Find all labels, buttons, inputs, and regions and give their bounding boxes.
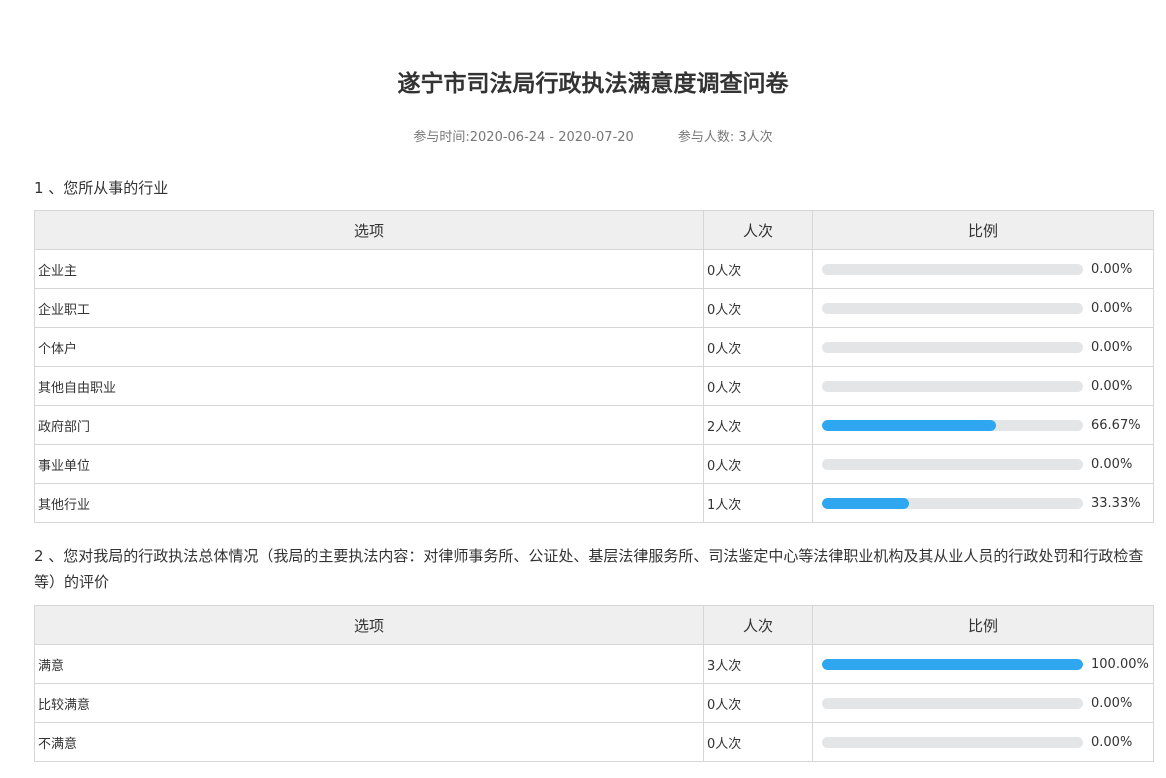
percent-label: 33.33% bbox=[1091, 495, 1141, 511]
table-row: 比较满意 0人次 0.00% bbox=[34, 683, 1154, 723]
count-cell: 0人次 bbox=[703, 444, 813, 484]
column-header: 人次 bbox=[703, 210, 813, 250]
ratio-cell: 66.67% bbox=[812, 405, 1154, 445]
count-cell: 0人次 bbox=[703, 288, 813, 328]
count-cell: 0人次 bbox=[703, 683, 813, 723]
progress-bar bbox=[822, 302, 1083, 314]
table-row: 事业单位 0人次 0.00% bbox=[34, 444, 1154, 484]
progress-bar bbox=[822, 736, 1083, 748]
participant-count: 参与人数: 3人次 bbox=[677, 130, 773, 145]
ratio-cell: 100.00% bbox=[812, 644, 1154, 684]
column-header: 选项 bbox=[34, 210, 704, 250]
option-cell: 其他行业 bbox=[34, 483, 704, 523]
table-row: 政府部门 2人次 66.67% bbox=[34, 405, 1154, 445]
percent-label: 0.00% bbox=[1091, 695, 1133, 711]
option-cell: 满意 bbox=[34, 644, 704, 684]
table-row: 其他自由职业 0人次 0.00% bbox=[34, 366, 1154, 406]
ratio-cell: 0.00% bbox=[812, 288, 1154, 328]
percent-label: 0.00% bbox=[1091, 456, 1133, 472]
progress-bar bbox=[822, 263, 1083, 275]
count-cell: 0人次 bbox=[703, 249, 813, 289]
count-cell: 3人次 bbox=[703, 644, 813, 684]
progress-bar bbox=[822, 458, 1083, 470]
table-row: 其他行业 1人次 33.33% bbox=[34, 483, 1154, 523]
progress-bar bbox=[822, 380, 1083, 392]
progress-bar bbox=[822, 497, 1083, 509]
table-row: 不满意 0人次 0.00% bbox=[34, 722, 1154, 762]
percent-label: 0.00% bbox=[1091, 339, 1133, 355]
table-row: 满意 3人次 100.00% bbox=[34, 644, 1154, 684]
option-cell: 事业单位 bbox=[34, 444, 704, 484]
count-cell: 0人次 bbox=[703, 366, 813, 406]
progress-bar bbox=[822, 697, 1083, 709]
table-row: 企业主 0人次 0.00% bbox=[34, 249, 1154, 289]
option-cell: 其他自由职业 bbox=[34, 366, 704, 406]
table-header: 选项 人次 比例 bbox=[34, 605, 1154, 645]
ratio-cell: 33.33% bbox=[812, 483, 1154, 523]
progress-bar bbox=[822, 341, 1083, 353]
ratio-cell: 0.00% bbox=[812, 366, 1154, 406]
option-cell: 企业主 bbox=[34, 249, 704, 289]
count-cell: 0人次 bbox=[703, 722, 813, 762]
question-title: 1 、您所从事的行业 bbox=[34, 179, 169, 197]
percent-label: 0.00% bbox=[1091, 734, 1133, 750]
column-header: 人次 bbox=[703, 605, 813, 645]
page-title: 遂宁市司法局行政执法满意度调查问卷 bbox=[397, 71, 789, 97]
progress-fill bbox=[822, 419, 996, 431]
percent-label: 100.00% bbox=[1091, 656, 1149, 672]
column-header: 选项 bbox=[34, 605, 704, 645]
column-header: 比例 bbox=[812, 605, 1154, 645]
progress-bar bbox=[822, 658, 1083, 670]
count-cell: 1人次 bbox=[703, 483, 813, 523]
table-row: 企业职工 0人次 0.00% bbox=[34, 288, 1154, 328]
option-cell: 政府部门 bbox=[34, 405, 704, 445]
percent-label: 0.00% bbox=[1091, 378, 1133, 394]
option-cell: 不满意 bbox=[34, 722, 704, 762]
progress-bar bbox=[822, 419, 1083, 431]
progress-fill bbox=[822, 497, 909, 509]
ratio-cell: 0.00% bbox=[812, 722, 1154, 762]
results-table: 选项 人次 比例 满意 3人次 100.00% 比较满意 0人次 0.00% 不满意 0人次 0.00… bbox=[34, 605, 1154, 762]
percent-label: 66.67% bbox=[1091, 417, 1141, 433]
participation-time: 参与时间:2020-06-24 - 2020-07-20 bbox=[413, 130, 634, 145]
ratio-cell: 0.00% bbox=[812, 444, 1154, 484]
table-header: 选项 人次 比例 bbox=[34, 210, 1154, 250]
option-cell: 比较满意 bbox=[34, 683, 704, 723]
ratio-cell: 0.00% bbox=[812, 327, 1154, 367]
ratio-cell: 0.00% bbox=[812, 249, 1154, 289]
percent-label: 0.00% bbox=[1091, 300, 1133, 316]
table-row: 个体户 0人次 0.00% bbox=[34, 327, 1154, 367]
results-table: 选项 人次 比例 企业主 0人次 0.00% 企业职工 0人次 0.00% 个体户 0人次 0.00%… bbox=[34, 210, 1154, 523]
survey-meta: 参与时间:2020-06-24 - 2020-07-20 参与人数: 3人次 bbox=[0, 126, 1166, 145]
count-cell: 0人次 bbox=[703, 327, 813, 367]
ratio-cell: 0.00% bbox=[812, 683, 1154, 723]
option-cell: 企业职工 bbox=[34, 288, 704, 328]
column-header: 比例 bbox=[812, 210, 1154, 250]
percent-label: 0.00% bbox=[1091, 261, 1133, 277]
count-cell: 2人次 bbox=[703, 405, 813, 445]
progress-fill bbox=[822, 658, 1083, 670]
question-title: 2 、您对我局的行政执法总体情况（我局的主要执法内容：对律师事务所、公证处、基层… bbox=[34, 547, 1144, 591]
option-cell: 个体户 bbox=[34, 327, 704, 367]
